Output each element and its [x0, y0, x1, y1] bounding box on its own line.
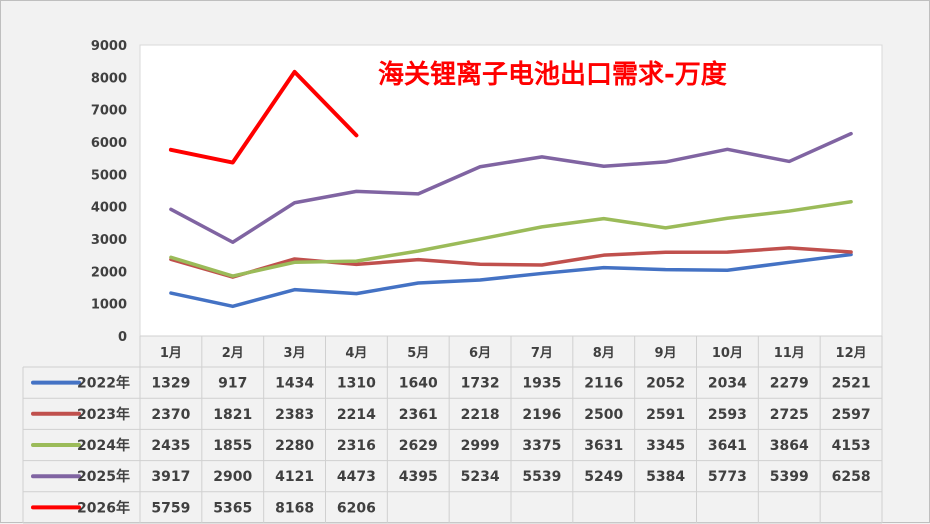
x-category-label: 2月 [222, 346, 244, 361]
table-cell-value: 2999 [461, 438, 500, 454]
table-cell-value: 5399 [770, 469, 809, 485]
table-cell-value: 3375 [522, 438, 561, 454]
legend-label: 2023年 [77, 406, 130, 423]
table-cell-value: 2316 [337, 438, 376, 454]
table-cell-value: 2521 [832, 376, 871, 392]
table-cell-value: 2383 [275, 407, 314, 423]
table-cell-value: 4153 [832, 438, 871, 454]
table-cell-value: 2279 [770, 376, 809, 392]
table-cell-value: 2214 [337, 407, 376, 423]
table-cell-value: 1935 [522, 376, 561, 392]
table-cell-value: 5249 [584, 469, 623, 485]
table-cell-value: 2500 [584, 407, 623, 423]
table-cell-value: 2052 [646, 376, 685, 392]
table-cell-value: 5234 [461, 469, 500, 485]
table-cell-value: 3641 [708, 438, 747, 454]
table-cell-value: 2218 [461, 407, 500, 423]
y-tick-label: 1000 [91, 298, 127, 313]
table-cell-value: 1434 [275, 376, 314, 392]
series-line [169, 246, 853, 279]
x-category-label: 3月 [284, 346, 306, 361]
table-cell-value: 917 [218, 376, 247, 392]
table-cell-value: 2597 [832, 407, 871, 423]
x-category-label: 1月 [160, 346, 182, 361]
table-cell-value: 2370 [151, 407, 190, 423]
series-line [169, 199, 853, 278]
y-axis-ticks: 0 1000 2000 3000 4000 5000 6000 7000 8000 9000 [91, 39, 127, 345]
series-line [169, 131, 853, 244]
series-line [169, 252, 853, 309]
table-cell-value: 6206 [337, 500, 376, 516]
y-tick-label: 8000 [91, 71, 127, 86]
chart-title: 海关锂离子电池出口需求-万度 [378, 59, 727, 90]
table-cell-value: 2629 [399, 438, 438, 454]
y-tick-label: 3000 [91, 233, 127, 248]
plot-background [139, 44, 883, 337]
x-category-label: 8月 [593, 346, 615, 361]
x-category-label: 5月 [407, 346, 429, 361]
table-cell-value: 4121 [275, 469, 314, 485]
legend-label: 2024年 [77, 437, 130, 454]
x-category-label: 4月 [345, 346, 367, 361]
series-line [168, 69, 359, 165]
table-cell-value: 3917 [151, 469, 190, 485]
table-cell-value: 5539 [522, 469, 561, 485]
x-category-label: 12月 [836, 346, 867, 361]
x-category-label: 9月 [655, 346, 677, 361]
x-category-label: 11月 [774, 346, 805, 361]
table-cell-value: 1732 [461, 376, 500, 392]
table-cell-value: 1821 [213, 407, 252, 423]
table-cell-value: 2034 [708, 376, 747, 392]
table-cell-value: 1329 [151, 376, 190, 392]
table-cell-value: 5384 [646, 469, 685, 485]
table-cell-value: 5773 [708, 469, 747, 485]
y-tick-label: 0 [118, 330, 127, 345]
table-cell-value: 4473 [337, 469, 376, 485]
table-cell-value: 4395 [399, 469, 438, 485]
table-cell-value: 5365 [213, 500, 252, 516]
table-cell-value: 1640 [399, 376, 438, 392]
legend-label: 2025年 [77, 468, 130, 485]
y-tick-label: 9000 [91, 39, 127, 54]
table-cell-value: 3345 [646, 438, 685, 454]
table-cell-value: 2900 [213, 469, 252, 485]
table-cell-value: 2591 [646, 407, 685, 423]
y-tick-label: 7000 [91, 104, 127, 119]
table-cell-value: 2593 [708, 407, 747, 423]
table-cell-value: 2116 [584, 376, 623, 392]
data-table: 1月 2月 3月 4月 5月 6月 7月 8月 9月 10月 11月 12月 2022年 1329 917 1… [22, 335, 883, 524]
table-cell-value: 2725 [770, 407, 809, 423]
table-cell-value: 6258 [832, 469, 871, 485]
table-cell-value: 8168 [275, 500, 314, 516]
series-lines [168, 69, 853, 309]
table-cell-value: 2196 [522, 407, 561, 423]
plot-area [139, 44, 883, 337]
x-category-label: 6月 [469, 346, 491, 361]
x-category-label: 10月 [712, 346, 743, 361]
table-cell-value: 1855 [213, 438, 252, 454]
table-cell-value: 2435 [151, 438, 190, 454]
y-tick-label: 2000 [91, 265, 127, 280]
table-cell-value: 3631 [584, 438, 623, 454]
table-cell-value: 3864 [770, 438, 809, 454]
legend-label: 2026年 [77, 499, 130, 516]
x-category-label: 7月 [531, 346, 553, 361]
table-cell-value: 1310 [337, 376, 376, 392]
y-tick-label: 6000 [91, 136, 127, 151]
table-cell-value: 2361 [399, 407, 438, 423]
table-cell-value: 2280 [275, 438, 314, 454]
legend-label: 2022年 [77, 375, 130, 392]
y-tick-label: 4000 [91, 201, 127, 216]
table-cell-value: 5759 [151, 500, 190, 516]
y-tick-label: 5000 [91, 168, 127, 183]
